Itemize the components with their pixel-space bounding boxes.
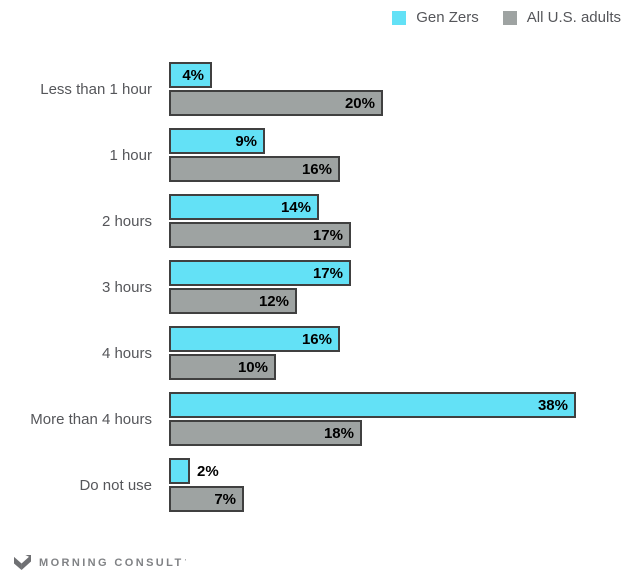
bar-gen-zers: 38% <box>169 392 576 418</box>
category-label: More than 4 hours <box>30 410 152 428</box>
bar-value-label: 2% <box>197 462 219 480</box>
bar-value-label: 9% <box>235 132 257 150</box>
bar-gen-zers: 4% <box>169 62 212 88</box>
legend-label-gen-zers: Gen Zers <box>416 9 479 26</box>
bar-all-u-s-adults: 20% <box>169 90 383 116</box>
bar-value-label: 18% <box>323 424 354 442</box>
category-label: Less than 1 hour <box>40 80 152 98</box>
bar-gen-zers: 14% <box>169 194 319 220</box>
legend: Gen Zers All U.S. adults <box>392 9 621 26</box>
morning-consult-logo: MORNING CONSULT ′ <box>14 554 186 571</box>
bar-all-u-s-adults: 7% <box>169 486 244 512</box>
chart-row: Less than 1 hour 4% 20% <box>0 62 641 116</box>
bar-all-u-s-adults: 10% <box>169 354 276 380</box>
bar-value-label: 16% <box>301 160 332 178</box>
morning-consult-logo-icon <box>14 554 31 571</box>
bar-pair: 9% 16% <box>169 128 340 182</box>
bar-value-label: 38% <box>537 396 568 414</box>
bar-value-label: 10% <box>237 358 268 376</box>
bar-all-u-s-adults: 16% <box>169 156 340 182</box>
bar-all-u-s-adults: 18% <box>169 420 362 446</box>
morning-consult-logo-text: MORNING CONSULT <box>39 556 184 569</box>
trademark-mark: ′ <box>184 559 186 566</box>
bar-gen-zers: 9% <box>169 128 265 154</box>
category-label: 4 hours <box>101 344 152 362</box>
chart-row: Do not use 2% 7% <box>0 458 641 512</box>
bar-value-label: 17% <box>312 264 343 282</box>
chart-row: 3 hours 17% 12% <box>0 260 641 314</box>
bar-gen-zers: 2% <box>169 458 219 484</box>
category-label: 2 hours <box>101 212 152 230</box>
bar-value-label: 17% <box>312 226 343 244</box>
chart-row: More than 4 hours 38% 18% <box>0 392 641 446</box>
bar-pair: 4% 20% <box>169 62 383 116</box>
bar-all-u-s-adults: 17% <box>169 222 351 248</box>
bar-value-label: 20% <box>344 94 375 112</box>
legend-swatch-gen-zers <box>392 10 407 25</box>
chart-row: 2 hours 14% 17% <box>0 194 641 248</box>
bar-pair: 14% 17% <box>169 194 351 248</box>
bar-pair: 38% 18% <box>169 392 576 446</box>
category-label: Do not use <box>79 476 152 494</box>
category-label: 1 hour <box>109 146 152 164</box>
bar-value-label: 12% <box>258 292 289 310</box>
chart-row: 1 hour 9% 16% <box>0 128 641 182</box>
bar-value-label: 7% <box>214 490 236 508</box>
bar-pair: 2% 7% <box>169 458 244 512</box>
bar-gen-zers: 17% <box>169 260 351 286</box>
bar-all-u-s-adults: 12% <box>169 288 297 314</box>
bar-value-label: 16% <box>301 330 332 348</box>
bar-pair: 17% 12% <box>169 260 351 314</box>
category-label: 3 hours <box>101 278 152 296</box>
legend-swatch-all-us-adults <box>502 10 517 25</box>
chart-row: 4 hours 16% 10% <box>0 326 641 380</box>
legend-label-all-us-adults: All U.S. adults <box>526 9 621 26</box>
bar-value-label: 14% <box>280 198 311 216</box>
bar-value-label: 4% <box>182 66 204 84</box>
bar-pair: 16% 10% <box>169 326 340 380</box>
bar-gen-zers: 16% <box>169 326 340 352</box>
